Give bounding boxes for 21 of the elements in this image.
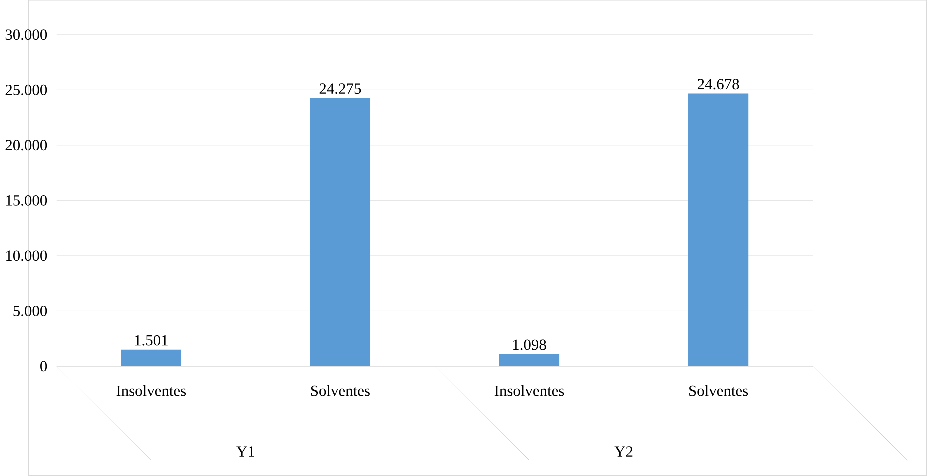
bar bbox=[499, 354, 560, 366]
y-tick-label: 30.000 bbox=[6, 30, 48, 40]
y-tick-label: 20.000 bbox=[6, 140, 48, 151]
data-label: 1.501 bbox=[135, 335, 168, 346]
text: Y1 bbox=[236, 446, 254, 457]
y-tick-label: 25.000 bbox=[6, 84, 48, 96]
bar bbox=[310, 98, 371, 366]
data-label: 24.678 bbox=[698, 79, 740, 90]
x-tick-label: Insolventes bbox=[116, 385, 186, 396]
y-tick-label: 15.000 bbox=[6, 195, 48, 206]
x-tick-label: Solventes bbox=[690, 385, 748, 396]
y-tick-label: 0 bbox=[40, 361, 48, 372]
x-tick-label: Insolventes bbox=[494, 385, 564, 396]
bar bbox=[121, 350, 182, 366]
data-label: 24.275 bbox=[320, 84, 362, 94]
y-tick-label: 5.000 bbox=[14, 306, 48, 316]
text: Y2 bbox=[614, 446, 633, 457]
y-tick-label: 10.000 bbox=[6, 250, 48, 262]
bar bbox=[688, 94, 749, 366]
data-label: 1.098 bbox=[513, 340, 546, 350]
x-tick-label: Solventes bbox=[311, 385, 370, 396]
